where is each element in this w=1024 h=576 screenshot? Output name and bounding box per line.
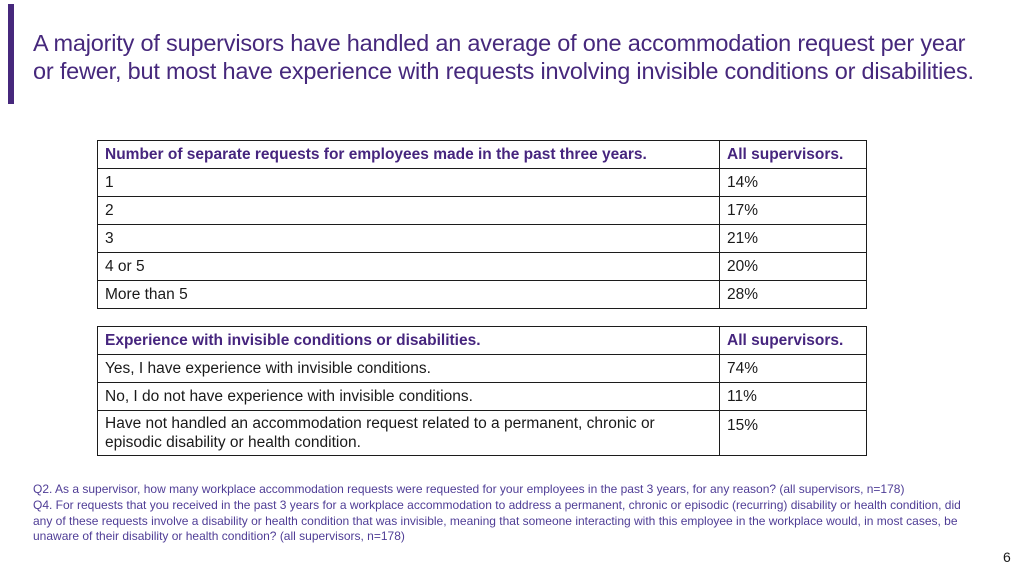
survey-footnotes: Q2. As a supervisor, how many workplace … — [33, 482, 971, 545]
page-number: 6 — [1003, 549, 1011, 565]
row-value: 11% — [719, 382, 867, 411]
invisible-experience-table: Experience with invisible conditions or … — [97, 326, 867, 456]
footnote-q4: Q4. For requests that you received in th… — [33, 497, 961, 544]
table-row: Yes, I have experience with invisible co… — [97, 354, 867, 383]
row-label: No, I do not have experience with invisi… — [97, 382, 720, 411]
row-value: 74% — [719, 354, 867, 383]
row-label: Yes, I have experience with invisible co… — [97, 354, 720, 383]
row-value: 20% — [719, 252, 867, 281]
row-label: 3 — [97, 224, 720, 253]
row-value: 15% — [719, 410, 867, 456]
table-header-row: Number of separate requests for employee… — [97, 140, 867, 169]
table-header-row: Experience with invisible conditions or … — [97, 326, 867, 355]
row-label: Have not handled an accommodation reques… — [97, 410, 720, 456]
table-row: 4 or 5 20% — [97, 252, 867, 281]
row-label: 1 — [97, 168, 720, 197]
row-label: 2 — [97, 196, 720, 225]
row-value: 28% — [719, 280, 867, 309]
table-row: More than 5 28% — [97, 280, 867, 309]
row-label: 4 or 5 — [97, 252, 720, 281]
table-row: Have not handled an accommodation reques… — [97, 410, 867, 456]
experience-table-value-header: All supervisors. — [719, 326, 867, 355]
row-label: More than 5 — [97, 280, 720, 309]
requests-table-label-header: Number of separate requests for employee… — [97, 140, 720, 169]
table-row: 1 14% — [97, 168, 867, 197]
footnote-q2: Q2. As a supervisor, how many workplace … — [33, 482, 905, 496]
row-value: 21% — [719, 224, 867, 253]
slide-title: A majority of supervisors have handled a… — [33, 30, 974, 84]
title-accent-bar — [8, 4, 14, 104]
table-row: 3 21% — [97, 224, 867, 253]
experience-table-label-header: Experience with invisible conditions or … — [97, 326, 720, 355]
table-row: 2 17% — [97, 196, 867, 225]
requests-table-value-header: All supervisors. — [719, 140, 867, 169]
requests-count-table: Number of separate requests for employee… — [97, 140, 867, 309]
row-value: 17% — [719, 196, 867, 225]
table-row: No, I do not have experience with invisi… — [97, 382, 867, 411]
row-value: 14% — [719, 168, 867, 197]
